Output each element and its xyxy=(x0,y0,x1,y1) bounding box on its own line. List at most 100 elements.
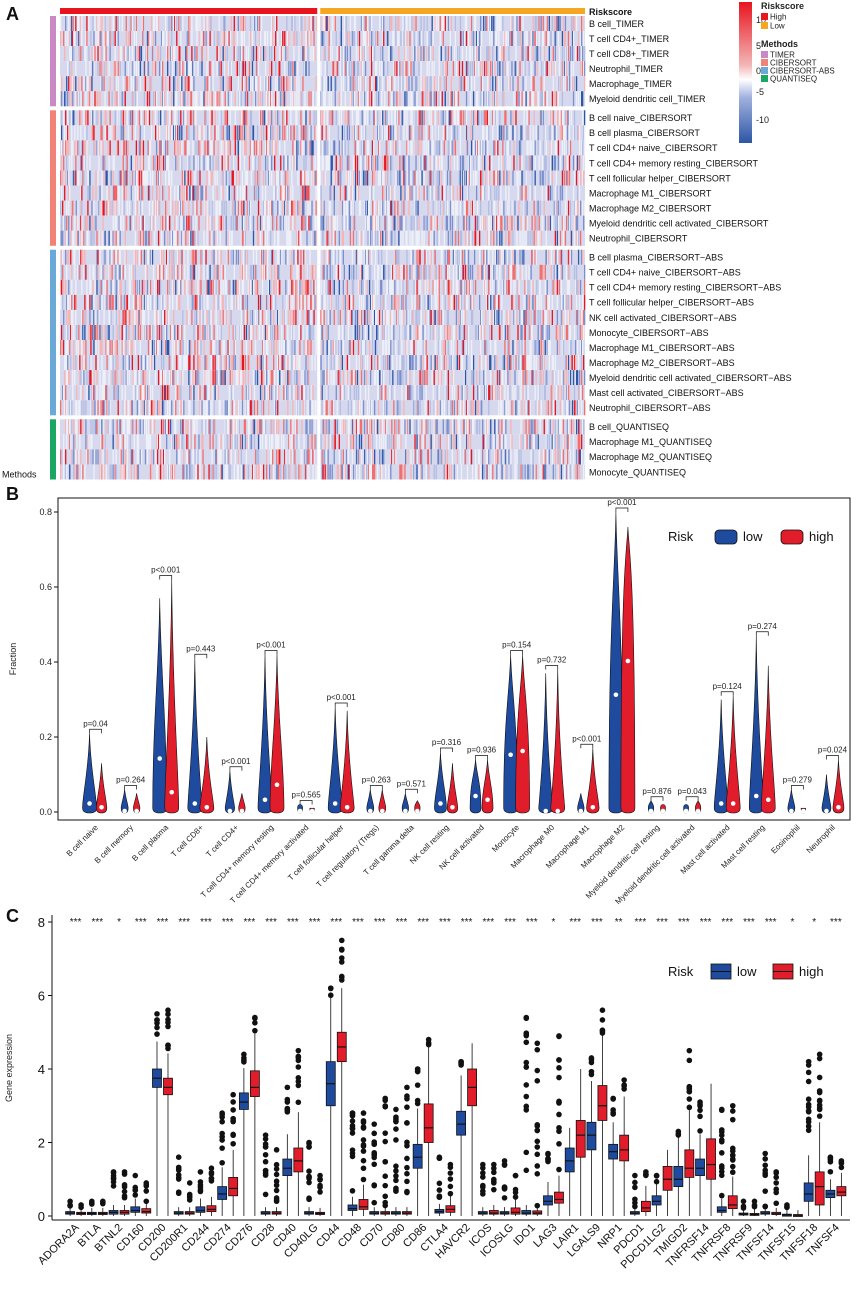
heatmap-cell xyxy=(193,279,195,295)
heatmap-cell xyxy=(404,110,406,126)
heatmap-cell xyxy=(411,76,413,92)
heatmap-cell xyxy=(572,155,575,171)
heatmap-cell xyxy=(325,155,327,171)
heatmap-cell xyxy=(321,31,323,47)
heatmap-cell xyxy=(450,279,453,295)
heatmap-cell xyxy=(329,110,331,126)
heatmap-cell xyxy=(504,249,506,265)
heatmap-cell xyxy=(383,31,385,47)
heatmap-cell xyxy=(117,279,119,295)
heatmap-cell xyxy=(282,31,284,47)
heatmap-cell xyxy=(159,110,162,126)
heatmap-cell xyxy=(171,249,173,265)
heatmap-cell xyxy=(416,294,418,310)
heatmap-cell xyxy=(564,230,567,246)
heatmap-cell xyxy=(161,110,164,126)
heatmap-cell xyxy=(237,91,240,107)
heatmap-cell xyxy=(248,325,251,341)
heatmap-cell xyxy=(262,110,265,126)
heatmap-cell xyxy=(292,91,294,107)
heatmap-cell xyxy=(409,185,411,201)
heatmap-cell xyxy=(94,279,96,295)
heatmap-cell xyxy=(353,325,356,341)
heatmap-cell xyxy=(130,16,132,32)
heatmap-cell xyxy=(420,264,422,280)
heatmap-cell xyxy=(351,76,354,92)
heatmap-cell xyxy=(576,46,579,62)
heatmap-cell xyxy=(293,249,295,265)
heatmap-cell xyxy=(523,110,525,126)
heatmap-cell xyxy=(568,140,571,156)
heatmap-cell xyxy=(499,230,501,246)
heatmap-cell xyxy=(160,230,163,246)
heatmap-cell xyxy=(440,110,442,126)
heatmap-cell xyxy=(544,264,546,280)
heatmap-cell xyxy=(134,309,137,325)
heatmap-cell xyxy=(569,249,572,265)
heatmap-cell xyxy=(449,185,452,201)
heatmap-cell xyxy=(86,31,88,47)
heatmap-cell xyxy=(177,76,179,92)
heatmap-cell xyxy=(372,140,375,156)
heatmap-cell xyxy=(71,31,73,47)
heatmap-cell xyxy=(405,155,407,171)
heatmap-cell xyxy=(210,140,212,156)
heatmap-cell xyxy=(242,230,245,246)
heatmap-cell xyxy=(329,215,331,231)
heatmap-cell xyxy=(237,140,240,156)
heatmap-cell xyxy=(501,76,503,92)
heatmap-cell xyxy=(370,294,373,310)
heatmap-cell xyxy=(69,110,71,126)
heatmap-cell xyxy=(465,325,468,341)
heatmap-cell xyxy=(329,185,331,201)
heatmap-cell xyxy=(321,140,323,156)
heatmap-cell xyxy=(555,200,558,216)
heatmap-cell xyxy=(257,294,260,310)
heatmap-cell xyxy=(561,125,564,141)
heatmap-cell xyxy=(158,170,161,186)
heatmap-cell xyxy=(139,140,142,156)
heatmap-cell xyxy=(460,294,463,310)
heatmap-cell xyxy=(363,110,366,126)
heatmap-cell xyxy=(274,155,276,171)
heatmap-cell xyxy=(116,325,118,341)
heatmap-cell xyxy=(261,110,264,126)
heatmap-cell xyxy=(344,185,347,201)
heatmap-cell xyxy=(399,215,401,231)
heatmap-cell xyxy=(263,31,266,47)
heatmap-cell xyxy=(134,325,137,341)
heatmap-cell xyxy=(519,155,521,171)
heatmap-cell xyxy=(366,279,369,295)
heatmap-cell xyxy=(251,61,254,77)
heatmap-cell xyxy=(485,16,487,32)
heatmap-cell xyxy=(382,76,384,92)
heatmap-cell xyxy=(321,16,323,32)
heatmap-cell xyxy=(292,279,294,295)
heatmap-cell xyxy=(84,140,86,156)
heatmap-cell xyxy=(250,110,253,126)
heatmap-cell xyxy=(382,309,384,325)
heatmap-cell xyxy=(65,16,67,32)
heatmap-cell xyxy=(176,294,178,310)
heatmap-cell xyxy=(487,140,489,156)
heatmap-cell xyxy=(454,31,457,47)
heatmap-cell xyxy=(63,140,65,156)
heatmap-cell xyxy=(501,294,503,310)
heatmap-cell xyxy=(385,309,387,325)
heatmap-cell xyxy=(446,309,448,325)
heatmap-cell xyxy=(206,91,208,107)
heatmap-cell xyxy=(183,110,185,126)
heatmap-cell xyxy=(262,200,265,216)
heatmap-cell xyxy=(350,185,353,201)
heatmap-cell xyxy=(222,140,224,156)
heatmap-cell xyxy=(228,170,230,186)
heatmap-cell xyxy=(145,230,148,246)
heatmap-cell xyxy=(276,325,278,341)
heatmap-cell xyxy=(114,309,116,325)
heatmap-cell xyxy=(561,76,564,92)
heatmap-cell xyxy=(89,91,91,107)
heatmap-cell xyxy=(486,91,488,107)
heatmap-cell xyxy=(545,155,547,171)
heatmap-cell xyxy=(414,185,416,201)
heatmap-cell xyxy=(282,91,284,107)
